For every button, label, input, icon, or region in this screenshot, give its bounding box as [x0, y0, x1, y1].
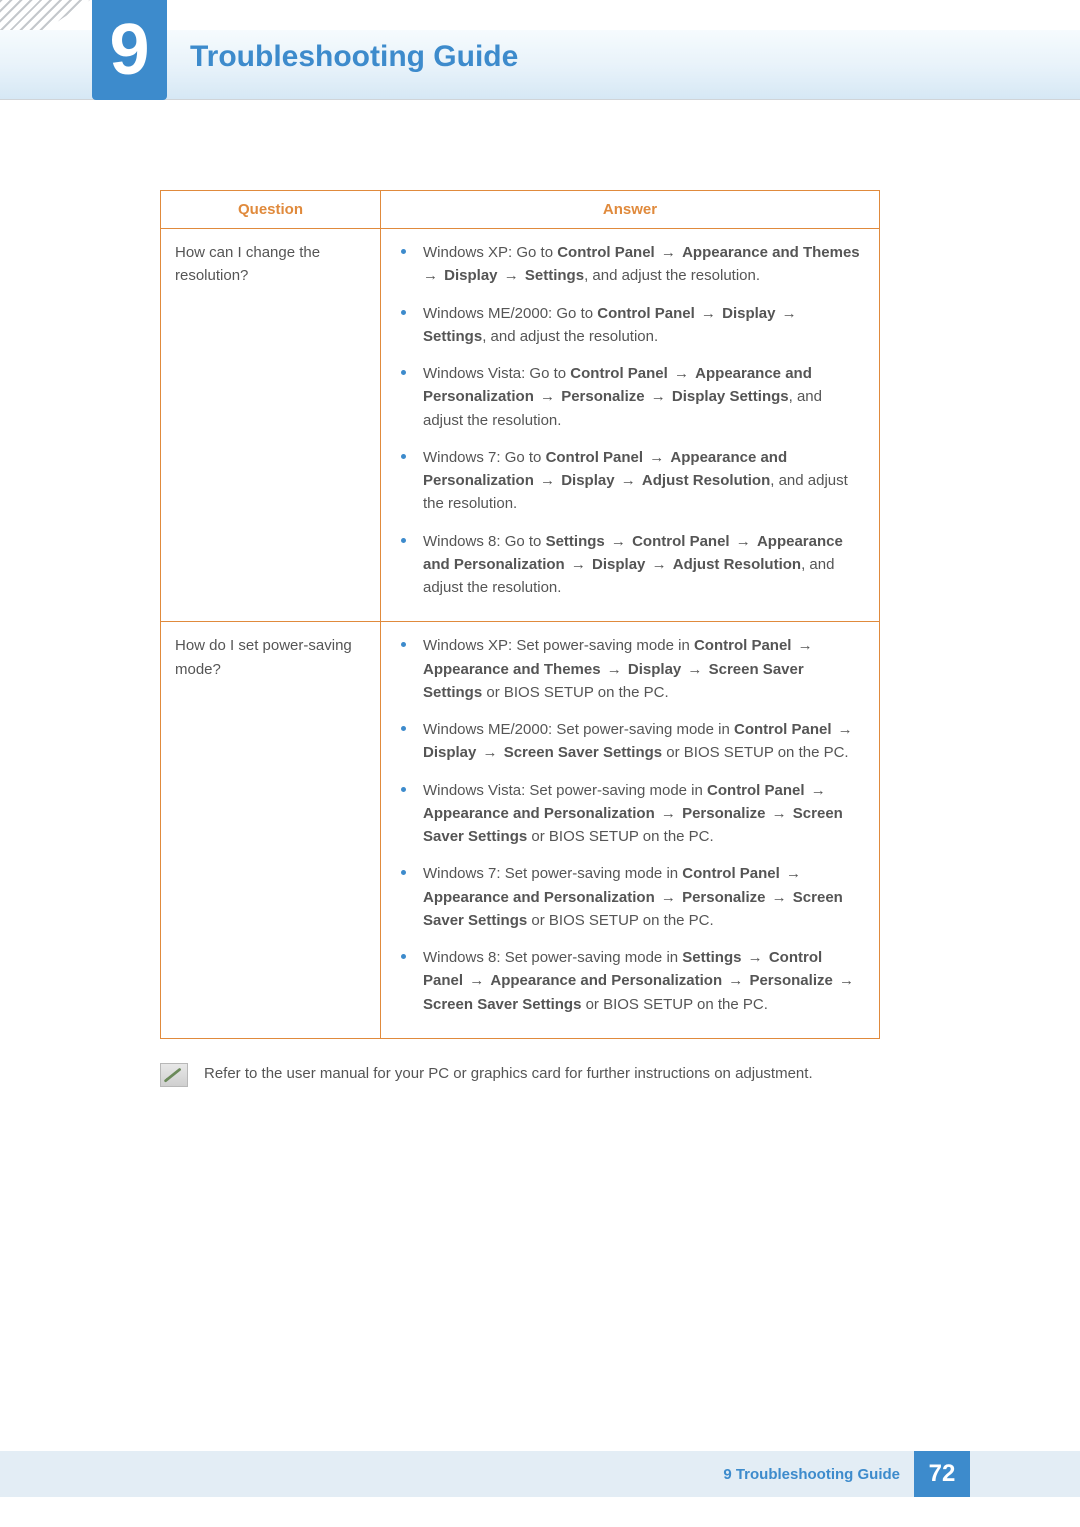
answer-item: Windows ME/2000: Go to Control Panel → D… — [395, 302, 865, 363]
chapter-number: 9 — [109, 14, 149, 86]
answer-item: Windows Vista: Set power-saving mode in … — [395, 779, 865, 863]
content-area: Question Answer How can I change the res… — [160, 190, 880, 1087]
col-header-question: Question — [161, 191, 381, 229]
answer-item: Windows 7: Set power-saving mode in Cont… — [395, 862, 865, 946]
table-row: How can I change the resolution?Windows … — [161, 229, 880, 622]
question-cell: How can I change the resolution? — [161, 229, 381, 622]
note-icon — [160, 1063, 188, 1087]
question-cell: How do I set power-saving mode? — [161, 622, 381, 1039]
answer-item: Windows 8: Go to Settings → Control Pane… — [395, 530, 865, 614]
answer-list: Windows XP: Go to Control Panel → Appear… — [395, 241, 865, 613]
footer: 9 Troubleshooting Guide 72 — [0, 1451, 1080, 1497]
answer-item: Windows 7: Go to Control Panel → Appeara… — [395, 446, 865, 530]
answer-item: Windows ME/2000: Set power-saving mode i… — [395, 718, 865, 779]
footer-label: 9 Troubleshooting Guide — [723, 1466, 900, 1483]
table-row: How do I set power-saving mode?Windows X… — [161, 622, 880, 1039]
answer-item: Windows XP: Set power-saving mode in Con… — [395, 634, 865, 718]
answer-item: Windows 8: Set power-saving mode in Sett… — [395, 946, 865, 1030]
answer-list: Windows XP: Set power-saving mode in Con… — [395, 634, 865, 1030]
chapter-title: Troubleshooting Guide — [190, 40, 518, 74]
page: 9 Troubleshooting Guide Question Answer … — [0, 0, 1080, 1527]
col-header-answer: Answer — [381, 191, 880, 229]
answer-cell: Windows XP: Go to Control Panel → Appear… — [381, 229, 880, 622]
page-number: 72 — [914, 1451, 970, 1497]
footnote: Refer to the user manual for your PC or … — [160, 1063, 880, 1087]
answer-item: Windows Vista: Go to Control Panel → App… — [395, 362, 865, 446]
answer-item: Windows XP: Go to Control Panel → Appear… — [395, 241, 865, 302]
qa-table: Question Answer How can I change the res… — [160, 190, 880, 1039]
answer-cell: Windows XP: Set power-saving mode in Con… — [381, 622, 880, 1039]
footnote-text: Refer to the user manual for your PC or … — [204, 1063, 813, 1082]
chapter-number-box: 9 — [92, 0, 167, 100]
